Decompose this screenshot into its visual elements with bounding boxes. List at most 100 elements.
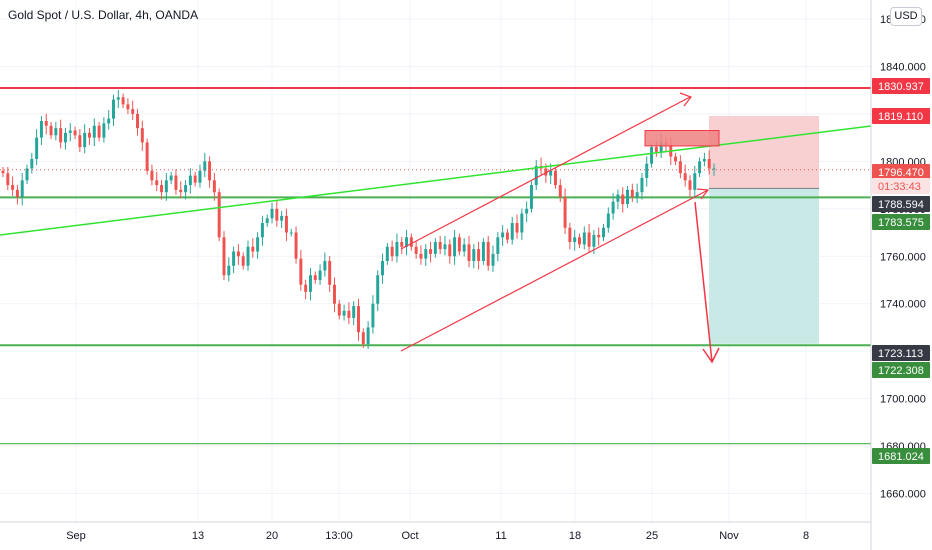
candle-body [203, 161, 207, 171]
candle-body [198, 170, 202, 183]
candle-body [400, 242, 404, 247]
candle-body [112, 99, 115, 119]
currency-badge[interactable]: USD [890, 7, 922, 26]
candle-body [529, 185, 533, 209]
position-zones [709, 116, 819, 344]
candle-body [304, 284, 308, 292]
candle-body [650, 147, 654, 164]
price-label: 1722.308 [878, 365, 924, 377]
candle-body [275, 208, 279, 221]
candle-body [87, 132, 91, 138]
candle-body [131, 109, 135, 114]
candle-body [54, 128, 58, 136]
candle-body [395, 242, 399, 257]
candle-body [544, 168, 548, 176]
price-label-box [872, 345, 930, 361]
candle-body [308, 275, 312, 292]
candle-body [97, 125, 101, 138]
candle-body [597, 234, 601, 238]
candle-body [160, 185, 164, 193]
candle-body [477, 249, 481, 261]
candle-body [236, 251, 240, 257]
candle-body [174, 175, 178, 190]
candle-body [419, 253, 423, 259]
candle-body [337, 303, 341, 316]
channel-upper-line [400, 96, 691, 250]
stop-loss-zone [709, 116, 819, 189]
candle-body [184, 185, 188, 193]
candle-body [414, 246, 418, 254]
resistance-box [644, 130, 720, 147]
candle-body [1, 170, 5, 174]
price-label-box [872, 78, 930, 94]
candle-body [390, 246, 394, 257]
candle-body [347, 310, 351, 318]
target-arrow-line [694, 201, 713, 363]
candle-body [265, 218, 269, 224]
candle-body [678, 161, 682, 174]
candle-body [626, 189, 630, 205]
candle-body [357, 306, 360, 333]
candle-body [520, 213, 524, 233]
candle-body [525, 208, 529, 214]
candle-body [486, 242, 490, 266]
candle-body [49, 125, 53, 136]
price-label-box [872, 362, 930, 378]
x-tick-label: 18 [569, 530, 581, 542]
candle-body [342, 310, 346, 316]
price-label: 01:33:43 [878, 181, 921, 193]
candle-body [121, 97, 125, 105]
candle-body [78, 135, 82, 148]
candle-body [654, 147, 658, 152]
candle-body [332, 284, 336, 304]
channel-upper-arrowhead [679, 92, 692, 107]
candle-body [443, 244, 447, 250]
candle-body [467, 244, 471, 261]
candle-body [212, 180, 216, 193]
price-labels: 1830.937 1819.110 1796.470 01:33:43 1788.594… [872, 78, 930, 464]
candle-body [438, 242, 442, 250]
candle-body [145, 142, 149, 171]
candle-body [707, 158, 711, 169]
candle-body [63, 132, 67, 143]
candle-body [6, 173, 10, 186]
candle-body [280, 215, 284, 221]
price-label: 1796.470 [878, 167, 924, 179]
candle-body [313, 275, 317, 280]
candle-body [553, 170, 557, 186]
candle-body [318, 270, 322, 280]
candle-body [289, 232, 293, 234]
price-label: 1788.594 [878, 199, 924, 211]
candle-body [558, 185, 562, 197]
candle-body [92, 125, 96, 138]
candle-body [501, 232, 505, 238]
candle-body [549, 170, 553, 176]
candle-body [462, 244, 466, 252]
candle-body [674, 156, 678, 162]
candle-body [193, 175, 197, 183]
candle-body [217, 192, 221, 238]
candle-body [179, 189, 183, 193]
x-tick-label: 13:00 [325, 530, 353, 542]
candle-body [294, 232, 298, 259]
candle-body [83, 132, 87, 148]
candle-body [602, 227, 605, 238]
candle-body [385, 246, 389, 261]
x-tick-label: 20 [266, 530, 278, 542]
candle-body [25, 168, 29, 181]
x-tick-label: 13 [192, 530, 204, 542]
candle-body [577, 237, 581, 245]
candle-body [582, 232, 586, 245]
target-arrowhead [702, 347, 720, 364]
price-label-box [872, 178, 930, 194]
candle-body [11, 185, 15, 190]
candle-body [568, 227, 572, 243]
candle-body [15, 189, 19, 197]
candle-body [429, 249, 433, 254]
candle-body [693, 173, 697, 190]
candle-body [102, 123, 106, 138]
candle-body [453, 237, 457, 257]
candle-body [702, 158, 706, 162]
candle-body [472, 249, 476, 261]
